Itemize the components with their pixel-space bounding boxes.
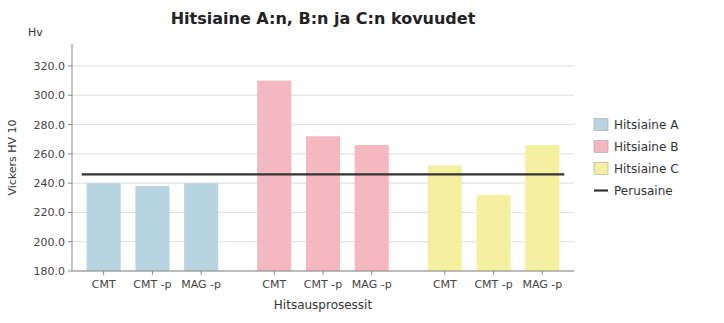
legend: Hitsiaine A Hitsiaine B Hitsiaine C Perusai… — [594, 118, 679, 198]
grid-line — [72, 65, 574, 66]
y-tick — [68, 95, 72, 96]
y-tick-label: 260.0 — [34, 148, 66, 161]
legend-swatch — [594, 189, 608, 191]
x-tick-label: MAG -p — [352, 278, 392, 291]
legend-label: Hitsiaine C — [614, 162, 679, 176]
y-tick-label: 200.0 — [34, 236, 66, 249]
grid-line — [72, 124, 574, 125]
y-tick-label: 320.0 — [34, 60, 66, 73]
bar — [87, 183, 121, 271]
x-tick-label: CMT — [92, 278, 116, 291]
chart: 180.0 200.0 220.0 240.0 260.0 280.0 300.0 320.0… — [0, 0, 724, 323]
y-tick — [68, 124, 72, 125]
x-tick — [152, 271, 153, 275]
legend-label: Perusaine — [614, 184, 673, 198]
reference-line — [82, 173, 565, 175]
x-tick-label: CMT — [262, 278, 286, 291]
x-tick — [201, 271, 202, 275]
legend-swatch — [594, 163, 608, 175]
bar — [135, 186, 169, 271]
x-tick — [371, 271, 372, 275]
legend-swatch — [594, 119, 608, 131]
y-tick — [68, 271, 72, 272]
legend-label: Hitsiaine A — [614, 118, 679, 132]
y-tick — [68, 183, 72, 184]
x-axis-label: Hitsausprosessit — [274, 298, 373, 312]
title: Hitsiaine A:n, B:n ja C:n kovuudet — [171, 9, 476, 28]
y-axis — [72, 44, 73, 271]
bar — [428, 166, 462, 271]
bar — [477, 195, 511, 271]
y-axis-label: Vickers HV 10 — [6, 119, 19, 195]
y-tick-label: 300.0 — [34, 89, 66, 102]
y-tick-label: 220.0 — [34, 206, 66, 219]
x-tick-label: CMT — [433, 278, 457, 291]
y-tick — [68, 212, 72, 213]
grid-line — [72, 95, 574, 96]
legend-label: Hitsiaine B — [614, 140, 678, 154]
y-tick — [68, 241, 72, 242]
y-tick-label: 240.0 — [34, 177, 66, 190]
x-tick — [274, 271, 275, 275]
plot-area — [82, 81, 565, 271]
y-tick-label: 280.0 — [34, 119, 66, 132]
annotation: Hv — [28, 26, 43, 39]
bar — [184, 183, 218, 271]
bar — [355, 145, 389, 271]
y-tick — [68, 65, 72, 66]
y-tick-label: 180.0 — [34, 265, 66, 278]
y-tick — [68, 153, 72, 154]
x-tick — [542, 271, 543, 275]
x-tick — [493, 271, 494, 275]
bar — [525, 145, 559, 271]
x-tick-label: MAG -p — [181, 278, 221, 291]
x-tick-label: CMT -p — [474, 278, 512, 291]
x-tick — [103, 271, 104, 275]
x-tick-label: CMT -p — [304, 278, 342, 291]
x-tick-label: CMT -p — [133, 278, 171, 291]
x-tick — [444, 271, 445, 275]
legend-swatch — [594, 141, 608, 153]
bar — [257, 81, 291, 271]
x-tick — [323, 271, 324, 275]
bar — [306, 136, 340, 271]
x-tick-label: MAG -p — [522, 278, 562, 291]
